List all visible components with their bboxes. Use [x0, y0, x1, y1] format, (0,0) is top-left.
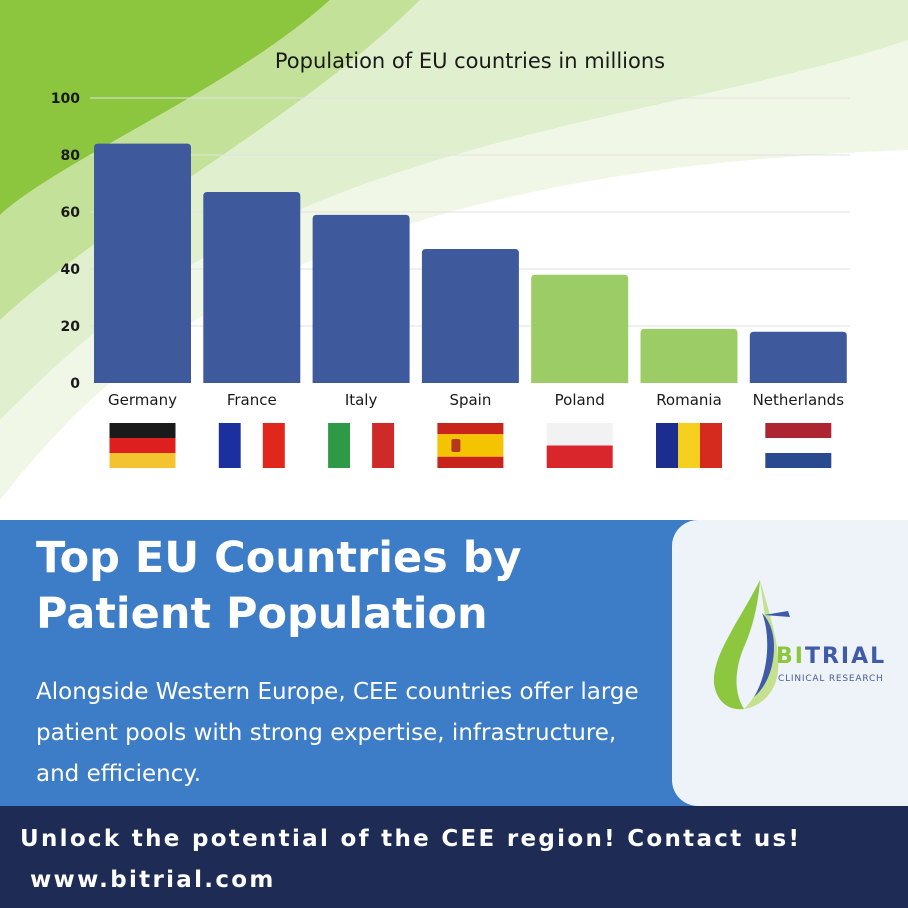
y-tick-label: 0 — [70, 376, 80, 392]
bar-germany — [94, 143, 191, 383]
bar-romania — [640, 328, 738, 383]
x-tick-label: France — [227, 391, 277, 409]
italy-flag-icon — [328, 423, 395, 468]
y-tick-label: 20 — [61, 319, 81, 335]
germany-flag-icon — [109, 423, 176, 468]
france-flag-icon — [218, 423, 285, 468]
bar-chart: Population of EU countries in millions 0… — [51, 49, 850, 468]
bar-italy — [312, 214, 410, 383]
bar-netherlands — [749, 331, 847, 383]
headline: Top EU Countries by Patient Population — [36, 533, 522, 639]
spain-flag-icon — [437, 423, 504, 468]
y-tick-label: 40 — [61, 262, 81, 278]
panel-body-text: Alongside Western Europe, CEE countries … — [36, 679, 639, 787]
bar-spain — [421, 249, 519, 383]
x-tick-label: Spain — [449, 391, 491, 409]
website-link[interactable]: www.bitrial.com — [30, 867, 276, 893]
y-tick-label: 60 — [61, 205, 81, 221]
x-tick-label: Netherlands — [753, 391, 845, 409]
poland-flag-icon — [546, 423, 613, 468]
chart-title: Population of EU countries in millions — [275, 49, 665, 73]
logo-wordmark-trial: TRIAL — [804, 644, 887, 669]
bar-poland — [531, 274, 629, 383]
x-tick-label: Poland — [555, 391, 605, 409]
y-tick-label: 80 — [61, 148, 81, 164]
x-tick-label: Romania — [656, 391, 722, 409]
bar-france — [203, 192, 301, 383]
call-to-action: Unlock the potential of the CEE region! … — [20, 826, 802, 852]
logo-card — [672, 520, 908, 806]
logo-subtitle: CLINICAL RESEARCH — [778, 674, 884, 684]
romania-flag-icon — [656, 423, 722, 468]
leaf-drop-icon — [713, 580, 790, 710]
x-tick-label: Germany — [108, 391, 177, 409]
logo-wordmark: BITRIAL — [776, 644, 886, 669]
netherlands-flag-icon — [765, 423, 832, 468]
logo-wordmark-bi: BI — [776, 644, 805, 669]
x-tick-label: Italy — [345, 391, 378, 409]
y-tick-label: 100 — [51, 91, 80, 107]
footer-bar — [0, 806, 908, 908]
